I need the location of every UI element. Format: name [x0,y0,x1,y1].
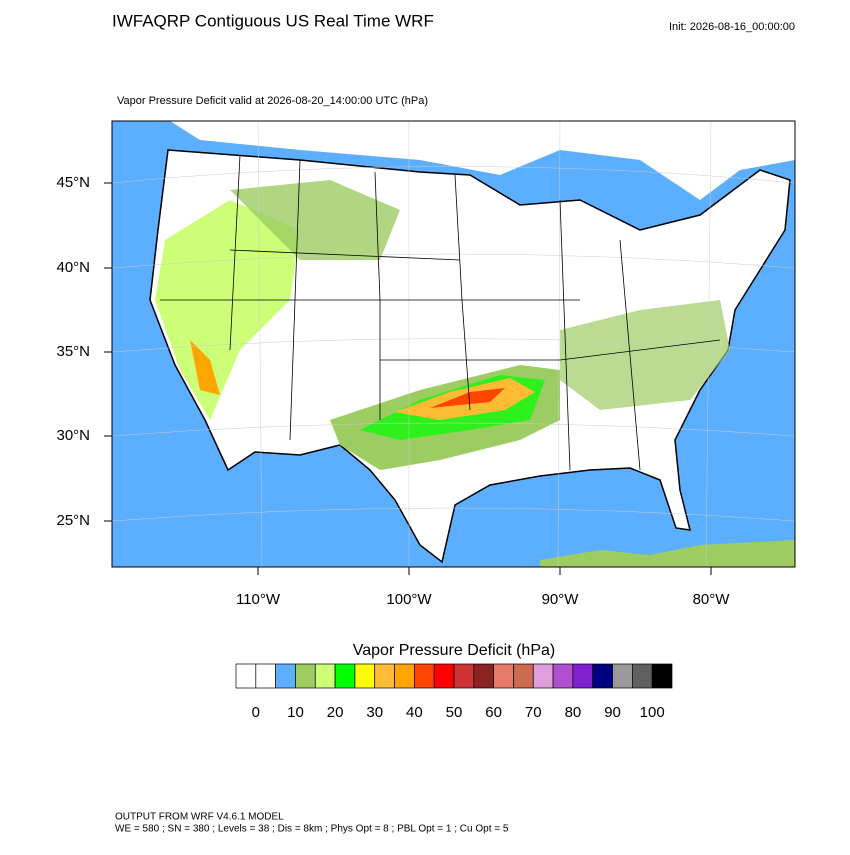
colorbar-label: 90 [604,704,621,721]
field-north [230,180,400,260]
lon-label: 100°W [386,591,432,608]
colorbar-box [513,663,534,689]
lat-label: 25°N [56,512,90,529]
colorbar-box [592,663,613,689]
state-borders [160,154,721,471]
lat-label: 45°N [56,174,90,191]
colorbar-label: 10 [287,704,304,721]
colorbar-box [255,663,276,689]
colorbar-label: 40 [406,704,423,721]
colorbar: Vapor Pressure Deficit (hPa) 0 10 20 30 40 50… [235,642,673,721]
colorbar-box [473,663,494,689]
colorbar-box [572,663,594,689]
colorbar-box [354,663,376,689]
colorbar-box [433,663,455,689]
lon-label: 80°W [693,591,731,608]
canada-land [112,121,795,200]
colorbar-box [295,663,316,689]
colorbar-label: 80 [565,704,582,721]
colorbar-box [394,663,415,689]
colorbar-box [493,663,514,689]
colorbar-box [314,663,336,689]
graticule [112,121,795,567]
lon-label: 110°W [236,591,281,608]
colorbar-title: Vapor Pressure Deficit (hPa) [353,642,555,659]
field-east [560,300,730,410]
lat-label: 40°N [56,259,90,276]
colorbar-label: 0 [252,704,260,721]
colorbar-box [612,663,633,689]
colorbar-box [651,663,673,689]
footer-line: WE = 580 ; SN = 380 ; Levels = 38 ; Dis … [115,824,509,835]
field-caribbean [540,540,795,567]
colorbar-label: 20 [327,704,344,721]
lon-label: 90°W [542,591,580,608]
colorbar-box [414,663,435,689]
subtitle: Vapor Pressure Deficit valid at 2026-08-… [117,95,428,107]
colorbar-box [532,663,554,689]
colorbar-label: 100 [640,704,665,721]
title: IWFAQRP Contiguous US Real Time WRF [112,11,434,30]
colorbar-label: 50 [446,704,463,721]
field-west [155,200,300,420]
colorbar-box [334,663,356,689]
colorbar-box [632,663,653,689]
lat-label: 30°N [56,427,90,444]
field-california [190,340,220,395]
colorbar-box [235,663,257,689]
colorbar-label: 60 [485,704,502,721]
lat-label: 35°N [56,343,90,360]
colorbar-label: 70 [525,704,542,721]
colorbar-box [275,663,296,689]
field-hottest [430,388,505,408]
map-frame [111,120,796,568]
init-time: Init: 2026-08-16_00:00:00 [669,21,795,33]
colorbar-label: 30 [366,704,383,721]
colorbar-box [374,663,395,689]
colorbar-box [453,663,475,689]
colorbar-box [552,663,574,689]
map: 45°N 40°N 35°N 30°N 25°N 110°W 100°W 90°W 80°W [56,120,796,608]
footer-line: OUTPUT FROM WRF V4.6.1 MODEL [115,812,284,823]
